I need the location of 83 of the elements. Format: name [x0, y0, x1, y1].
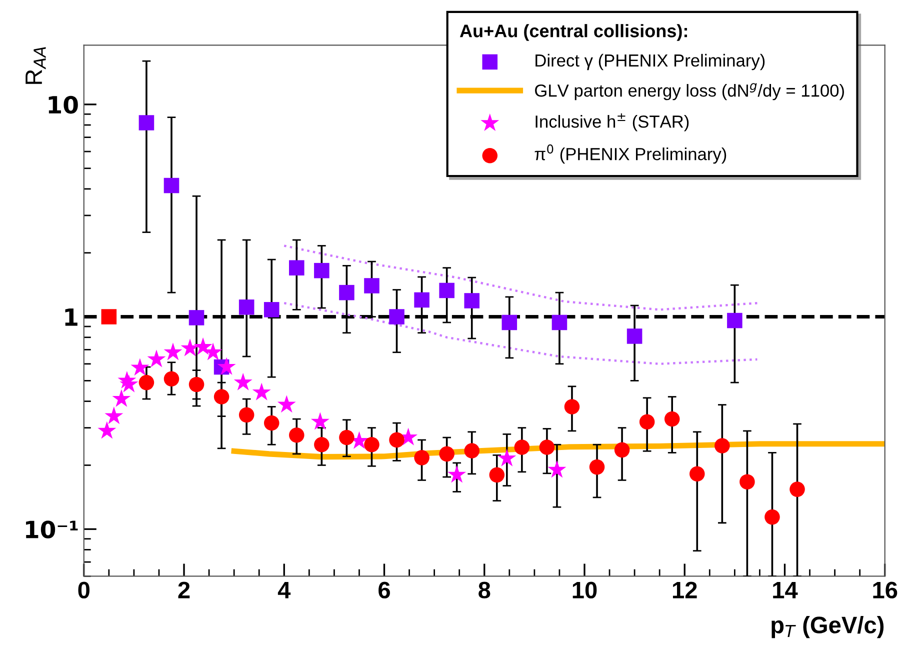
point: [147, 350, 166, 368]
x-tick-label: 16: [873, 582, 898, 598]
y-tick-label: 1: [65, 308, 78, 326]
point: [364, 436, 380, 452]
x-tick-label: 2: [178, 582, 190, 598]
point: [314, 436, 330, 452]
point: [764, 509, 780, 525]
point: [414, 450, 430, 466]
x-tick-label: 10: [572, 582, 597, 598]
point: [589, 459, 605, 475]
point: [138, 374, 154, 390]
x-tick-label: 14: [773, 582, 798, 598]
point: [188, 376, 204, 392]
point: [664, 411, 680, 427]
point: [727, 312, 742, 328]
x-axis-title: p$_{T}$ (GeV/c): [772, 616, 884, 638]
point: [714, 438, 730, 454]
point: [339, 284, 354, 300]
point: [790, 482, 805, 497]
point: [264, 302, 280, 318]
line-series: [283, 244, 758, 311]
y-tick-label: 10: [48, 96, 78, 114]
legend-label: π$^{0}$ (PHENIX Preliminary): [534, 144, 726, 164]
legend-title: Au+Au (central collisions):: [460, 24, 687, 41]
point: [539, 440, 555, 455]
point: [389, 309, 404, 324]
point: [548, 460, 566, 478]
point: [439, 282, 454, 298]
point: [514, 440, 530, 455]
point: [389, 432, 404, 448]
point: [217, 357, 236, 375]
x-tick-label: 4: [278, 582, 291, 598]
x-tick-label: 0: [78, 582, 90, 598]
point: [252, 382, 271, 400]
line-series: [283, 302, 758, 365]
point: [289, 260, 304, 276]
point: [264, 415, 280, 431]
point: [214, 389, 230, 404]
x-tick-label: 6: [378, 582, 390, 598]
point: [188, 310, 204, 326]
point: [439, 446, 454, 462]
point: [289, 428, 304, 443]
x-tick-label: 8: [478, 582, 490, 598]
legend-label: GLV parton energy loss (dN$^{g}$/dy = 1100): [535, 83, 844, 100]
point: [234, 372, 252, 390]
point: [104, 406, 124, 424]
point: [130, 358, 150, 376]
y-axis-title: R$_{AA}$: [26, 47, 46, 84]
legend-label: Inclusive h$^{±}$ (STAR): [536, 113, 689, 132]
point: [238, 300, 254, 315]
point: [118, 370, 136, 389]
point: [502, 314, 518, 330]
y-tick-label: 10⁻¹: [26, 520, 78, 538]
point: [164, 371, 180, 387]
point: [689, 466, 705, 482]
legend-label: Direct γ (PHENIX Preliminary): [536, 54, 765, 70]
point: [314, 262, 330, 278]
point: [310, 412, 330, 430]
point: [498, 448, 516, 466]
point: [639, 414, 655, 430]
point: [414, 292, 430, 308]
point: [564, 399, 580, 414]
point: [448, 465, 466, 483]
point: [277, 395, 296, 413]
point: [112, 389, 131, 407]
point: [164, 342, 182, 360]
point: [138, 115, 154, 130]
point: [98, 421, 116, 439]
point: [339, 430, 354, 446]
point: [552, 314, 568, 330]
point: [194, 337, 212, 355]
point: [101, 309, 117, 324]
point: [464, 293, 480, 308]
point: [238, 407, 254, 423]
point: [464, 443, 480, 458]
point: [180, 338, 200, 356]
point: [626, 328, 642, 344]
point: [489, 467, 505, 483]
x-tick-label: 12: [672, 582, 697, 598]
point: [614, 442, 630, 458]
point: [364, 278, 380, 294]
point: [164, 178, 180, 194]
point: [740, 474, 755, 490]
